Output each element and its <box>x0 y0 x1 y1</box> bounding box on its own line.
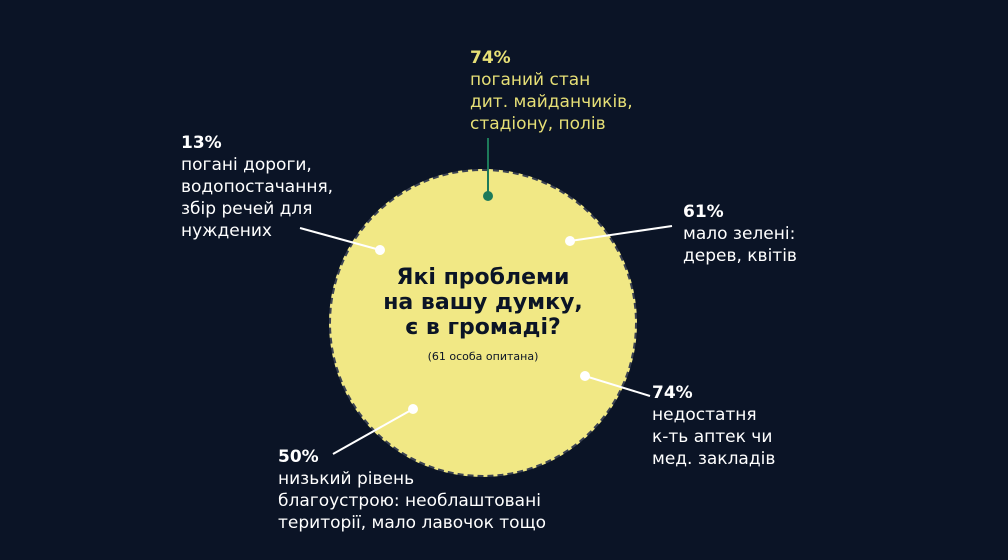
callout-line: стадіону, полів <box>470 114 606 134</box>
callout-line: благоустрою: необлаштовані <box>278 491 541 511</box>
callout-percent: 61% <box>683 202 724 222</box>
callout-percent: 74% <box>652 383 693 403</box>
callout-bottom-right: 74% недостатня к-ть аптек чи мед. заклад… <box>652 382 775 470</box>
connector-line-left <box>299 227 381 251</box>
question-line: є в громаді? <box>405 315 561 340</box>
marker-dot-bottom-right <box>580 371 590 381</box>
callout-line: дерев, квітів <box>683 246 797 266</box>
connector-line-bottom-left <box>332 408 414 455</box>
marker-dot-top <box>483 191 493 201</box>
marker-dot-left <box>375 245 385 255</box>
callout-left: 13% погані дороги, водопостачання, збір … <box>181 132 333 242</box>
callout-bottom-left: 50% низький рівень благоустрою: необлашт… <box>278 446 546 534</box>
center-label: Які проблеми на вашу думку, є в громаді?… <box>339 265 627 364</box>
callout-top: 74% поганий стан дит. майданчиків, стаді… <box>470 47 633 135</box>
central-circle <box>329 169 637 477</box>
callout-percent: 74% <box>470 48 511 68</box>
callout-line: к-ть аптек чи <box>652 427 773 447</box>
callout-text: низький рівень благоустрою: необлаштован… <box>278 468 546 534</box>
callout-text: мало зелені: дерев, квітів <box>683 223 797 267</box>
callout-percent: 13% <box>181 133 222 153</box>
marker-dot-bottom-left <box>408 404 418 414</box>
callout-line: недостатня <box>652 405 757 425</box>
callout-line: дит. майданчиків, <box>470 92 633 112</box>
callout-text: недостатня к-ть аптек чи мед. закладів <box>652 404 775 470</box>
connector-line-bottom-right <box>584 375 651 397</box>
callout-right: 61% мало зелені: дерев, квітів <box>683 201 797 267</box>
question-line: Які проблеми <box>396 265 570 290</box>
callout-line: мало зелені: <box>683 224 796 244</box>
callout-line: погані дороги, <box>181 155 312 175</box>
callout-line: нуждених <box>181 221 272 241</box>
callout-line: низький рівень <box>278 469 415 489</box>
respondents-count: (61 особа опитана) <box>427 350 539 363</box>
callout-line: поганий стан <box>470 70 591 90</box>
callout-percent: 50% <box>278 447 319 467</box>
callout-text: поганий стан дит. майданчиків, стадіону,… <box>470 69 633 135</box>
marker-dot-right <box>565 236 575 246</box>
question-line: на вашу думку, <box>383 290 583 315</box>
callout-line: території, мало лавочок тощо <box>278 513 546 533</box>
callout-line: мед. закладів <box>652 449 776 469</box>
callout-line: збір речей для <box>181 199 313 219</box>
callout-text: погані дороги, водопостачання, збір рече… <box>181 154 333 242</box>
connector-line-right <box>569 225 673 242</box>
callout-line: водопостачання, <box>181 177 334 197</box>
survey-question: Які проблеми на вашу думку, є в громаді? <box>339 265 627 340</box>
